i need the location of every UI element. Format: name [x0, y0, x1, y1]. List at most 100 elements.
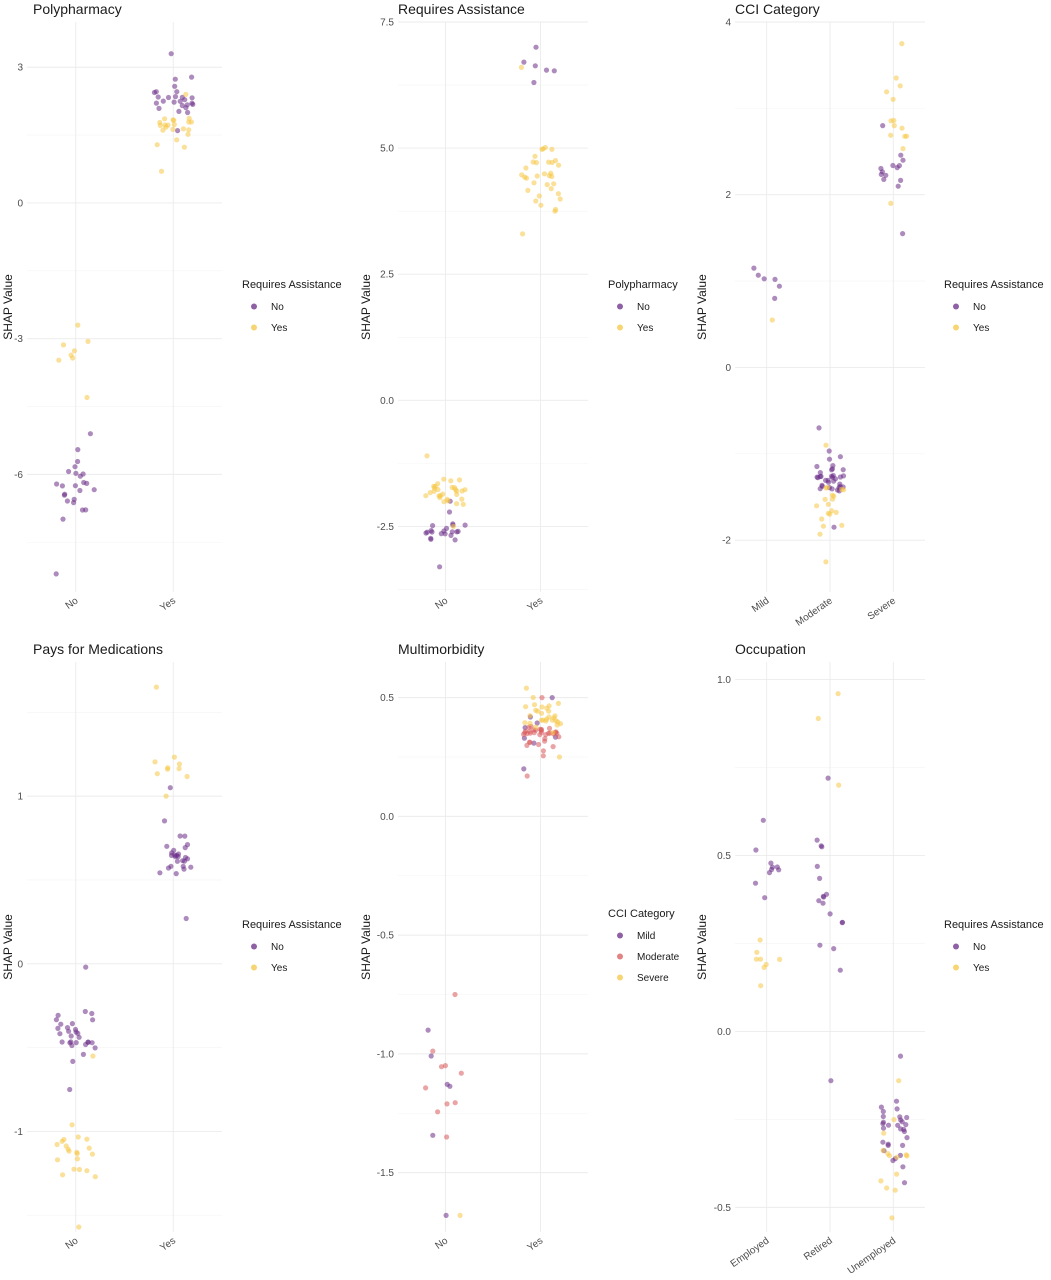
- data-point: [163, 124, 169, 130]
- data-point: [550, 744, 556, 750]
- data-point: [894, 1154, 900, 1160]
- data-point: [755, 272, 761, 278]
- chart-title: Requires Assistance: [398, 1, 525, 17]
- legend-label: Yes: [271, 323, 287, 334]
- data-point: [899, 41, 905, 47]
- data-point: [442, 1063, 448, 1069]
- data-point: [884, 89, 890, 95]
- data-point: [429, 529, 435, 535]
- data-point: [820, 523, 827, 529]
- data-point: [458, 1070, 464, 1076]
- data-point: [829, 508, 835, 514]
- data-point: [89, 1151, 95, 1157]
- data-point: [766, 870, 773, 876]
- data-point: [539, 704, 545, 710]
- y-tick-label: 0.5: [380, 693, 394, 704]
- data-point: [891, 117, 897, 124]
- legend-label: Moderate: [637, 952, 680, 963]
- y-tick-label: -2.5: [377, 522, 395, 533]
- data-point: [531, 180, 537, 186]
- data-point: [816, 898, 822, 904]
- data-point: [76, 1224, 82, 1230]
- data-point: [72, 464, 78, 470]
- data-point: [896, 1078, 902, 1084]
- y-tick-label: 0.0: [380, 812, 394, 823]
- y-tick-label: 4: [725, 18, 731, 29]
- legend-label: No: [271, 302, 284, 313]
- data-point: [879, 169, 886, 175]
- data-point: [893, 75, 899, 81]
- data-point: [534, 173, 540, 179]
- data-point: [182, 833, 188, 839]
- data-point: [880, 1108, 886, 1115]
- data-point: [880, 1121, 886, 1127]
- data-point: [183, 91, 189, 97]
- data-point: [891, 123, 897, 129]
- y-tick-label: 0.0: [380, 396, 394, 407]
- data-point: [175, 128, 181, 134]
- data-point: [553, 718, 559, 724]
- data-point: [831, 946, 837, 952]
- data-point: [69, 1021, 75, 1027]
- legend-key: [617, 932, 623, 939]
- y-tick-label: 0: [17, 198, 23, 209]
- data-point: [520, 231, 526, 237]
- data-point: [174, 858, 180, 864]
- data-point: [459, 496, 465, 502]
- data-point: [69, 1042, 75, 1049]
- data-point: [822, 496, 828, 502]
- data-point: [443, 1212, 449, 1218]
- data-point: [155, 94, 161, 100]
- data-point: [59, 1138, 65, 1144]
- data-point: [188, 864, 194, 870]
- data-point: [53, 571, 59, 577]
- data-point: [171, 121, 177, 128]
- data-point: [454, 501, 460, 507]
- data-point: [894, 1171, 900, 1177]
- data-point: [817, 531, 823, 537]
- data-point: [152, 759, 158, 765]
- data-point: [531, 79, 537, 86]
- data-point: [772, 276, 778, 282]
- legend-title: Requires Assistance: [242, 919, 342, 931]
- data-point: [181, 144, 187, 150]
- data-point: [538, 202, 544, 208]
- data-point: [63, 1143, 69, 1149]
- data-point: [837, 454, 844, 460]
- data-point: [760, 817, 766, 823]
- data-point: [68, 1033, 74, 1039]
- data-point: [71, 1166, 77, 1172]
- data-point: [542, 738, 548, 744]
- data-point: [430, 1048, 436, 1054]
- y-tick-label: 1: [17, 792, 23, 803]
- chart-panel-1: 3 0 -3 -6 No Yes Polypharmacy SHAP Value Require…: [1, 1, 342, 614]
- legend-label: Yes: [271, 963, 287, 974]
- data-point: [878, 1178, 884, 1184]
- data-point: [70, 355, 76, 361]
- legend-title: Requires Assistance: [944, 279, 1044, 291]
- data-point: [454, 529, 460, 535]
- data-point: [524, 773, 530, 779]
- data-point: [437, 564, 443, 570]
- x-tick-label: Yes: [158, 595, 178, 613]
- data-point: [447, 1083, 453, 1089]
- data-point: [903, 1152, 909, 1158]
- data-point: [837, 481, 843, 487]
- data-point: [900, 157, 906, 163]
- data-point: [61, 492, 67, 498]
- data-point: [881, 176, 887, 182]
- data-point: [154, 142, 160, 148]
- y-tick-label: -2: [722, 536, 731, 547]
- legend: Requires Assistance No Yes: [944, 919, 1044, 974]
- data-point: [181, 866, 187, 872]
- legend-title: Requires Assistance: [944, 919, 1044, 931]
- data-point: [184, 773, 190, 780]
- chart-panel-2: 7.5 5.0 2.5 0.0 -2.5 No Yes Requires Assistance…: [359, 1, 678, 614]
- data-point: [817, 486, 823, 492]
- data-point: [823, 559, 829, 565]
- data-point: [162, 116, 168, 122]
- data-point: [435, 481, 441, 487]
- data-point: [548, 186, 554, 192]
- data-point: [889, 1215, 895, 1221]
